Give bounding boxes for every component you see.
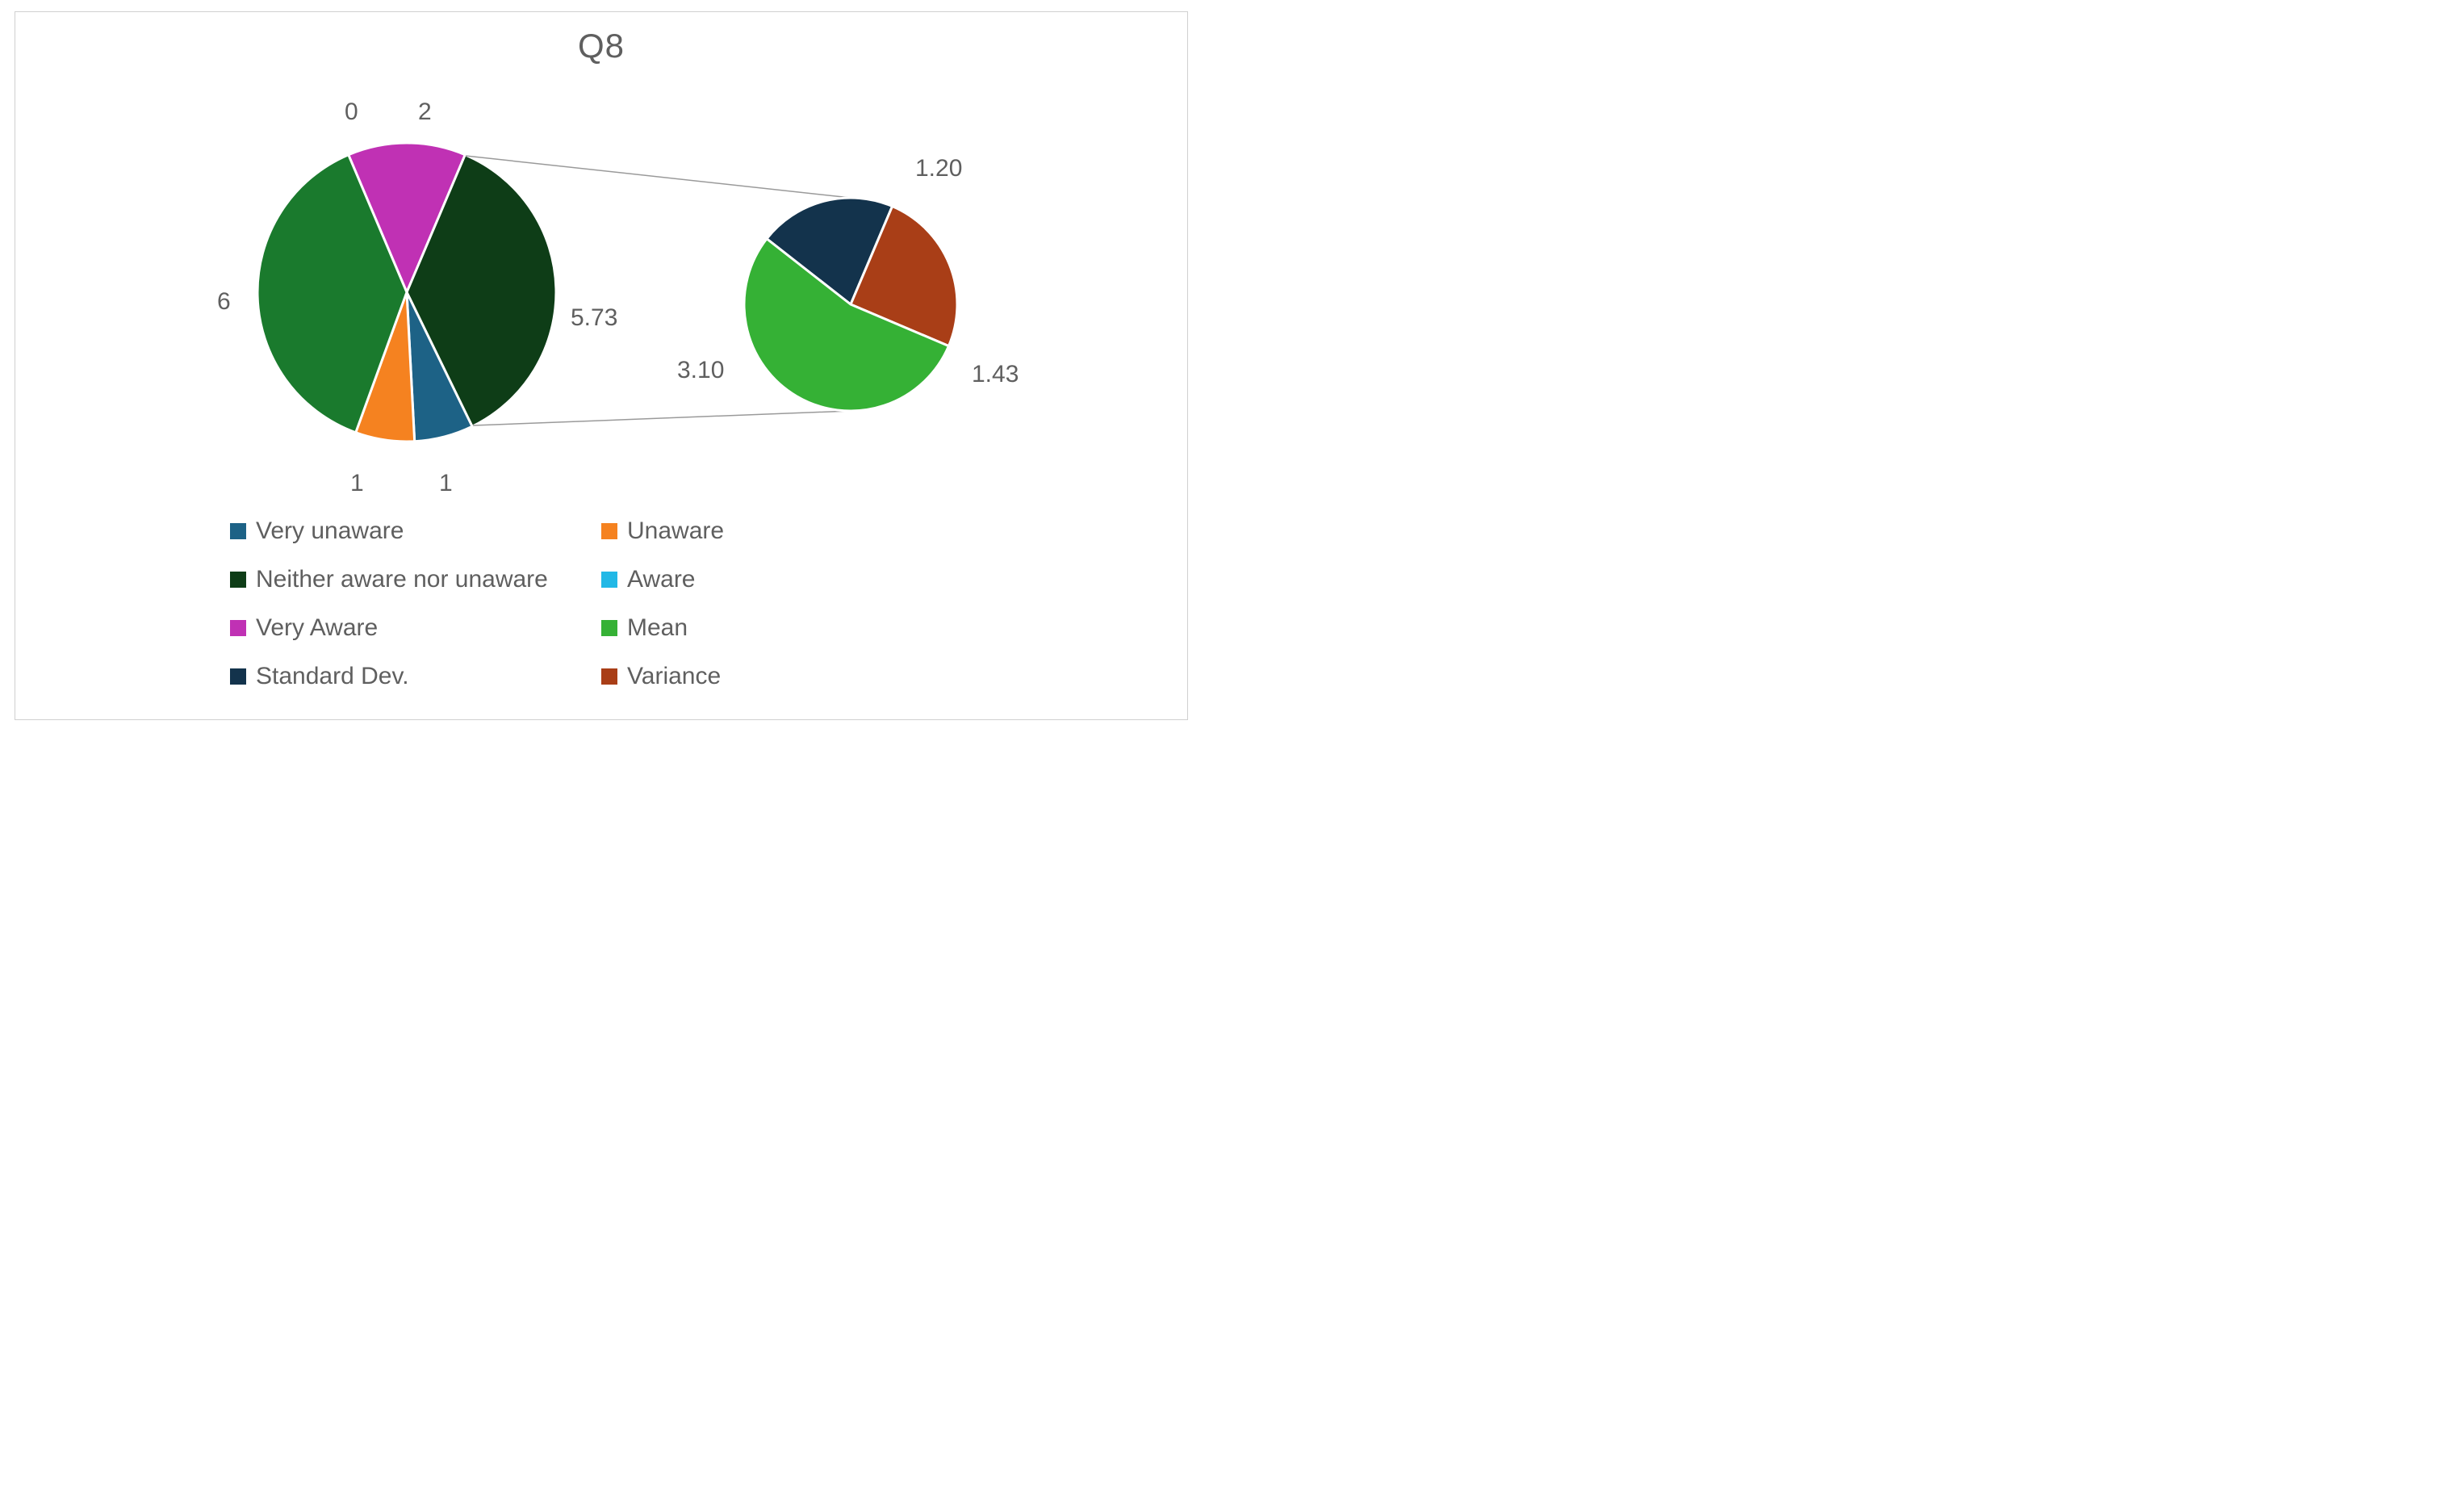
chart-title: Q8 [31,27,1171,65]
connector-line-1 [473,411,851,425]
data-label-secondary-aggregate: 5.73 [571,304,617,332]
chart-container: Q8 2 5.73 1 1 6 0 1.20 1.43 3.10 Very unaware Una… [15,11,1188,720]
legend-label-neither: Neither aware nor unaware [256,566,548,593]
main-pie [257,143,556,442]
data-label-standard-dev: 1.20 [915,155,962,182]
legend-swatch-very-aware [230,620,246,636]
legend-item-very-aware: Very Aware [230,614,601,642]
pie-of-pie-svg [31,70,1169,506]
data-label-neither: 6 [217,288,231,316]
legend-swatch-very-unaware [230,523,246,539]
legend-swatch-aware [601,572,617,588]
legend-label-standard-dev: Standard Dev. [256,663,409,690]
data-label-very-unaware: 1 [439,470,453,497]
legend-item-mean: Mean [601,614,973,642]
legend-swatch-variance [601,668,617,685]
data-label-mean: 3.10 [677,357,724,384]
plot-area: 2 5.73 1 1 6 0 1.20 1.43 3.10 [31,70,1171,506]
legend-swatch-mean [601,620,617,636]
legend-item-neither: Neither aware nor unaware [230,566,601,593]
sub-pie [744,198,957,411]
legend: Very unaware Unaware Neither aware nor una… [230,517,973,690]
legend-swatch-neither [230,572,246,588]
data-label-unaware: 1 [350,470,364,497]
data-label-variance: 1.43 [972,361,1019,388]
legend-item-very-unaware: Very unaware [230,517,601,545]
legend-label-very-unaware: Very unaware [256,517,404,545]
legend-label-aware: Aware [627,566,696,593]
legend-item-aware: Aware [601,566,973,593]
legend-label-very-aware: Very Aware [256,614,378,642]
legend-item-standard-dev: Standard Dev. [230,663,601,690]
legend-label-variance: Variance [627,663,721,690]
connector-line-0 [466,156,851,198]
data-label-aware: 0 [345,98,358,126]
legend-label-mean: Mean [627,614,688,642]
legend-swatch-unaware [601,523,617,539]
legend-swatch-standard-dev [230,668,246,685]
legend-item-unaware: Unaware [601,517,973,545]
legend-item-variance: Variance [601,663,973,690]
data-label-very-aware: 2 [418,98,432,126]
legend-label-unaware: Unaware [627,517,724,545]
